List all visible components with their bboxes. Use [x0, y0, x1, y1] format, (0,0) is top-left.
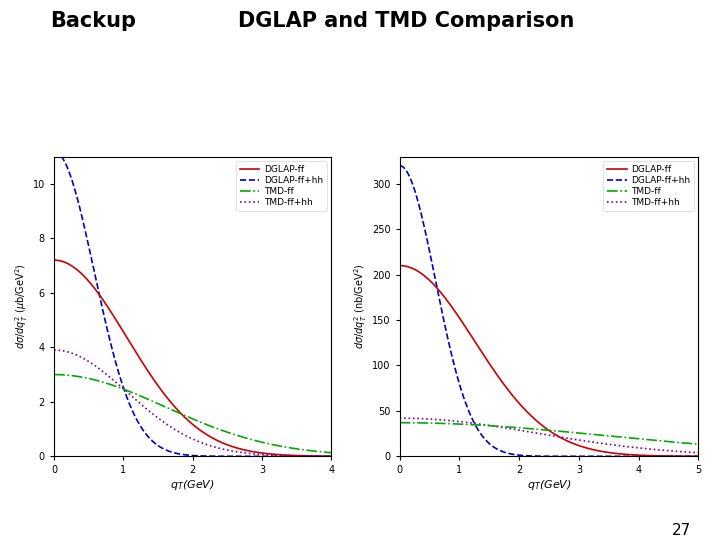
Text: Backup: Backup [50, 11, 136, 31]
Legend: DGLAP-ff, DGLAP-ff+hh, TMD-ff, TMD-ff+hh: DGLAP-ff, DGLAP-ff+hh, TMD-ff, TMD-ff+hh [236, 161, 327, 211]
Text: DGLAP and TMD Comparison: DGLAP and TMD Comparison [238, 11, 574, 31]
Y-axis label: $d\sigma/dq_T^2$ (nb/GeV$^2$): $d\sigma/dq_T^2$ (nb/GeV$^2$) [352, 264, 369, 349]
Y-axis label: $d\sigma/dq_T^2$ ($\mu$b/GeV$^2$): $d\sigma/dq_T^2$ ($\mu$b/GeV$^2$) [13, 264, 30, 349]
Text: 27: 27 [672, 523, 691, 538]
X-axis label: $q_T$(GeV): $q_T$(GeV) [170, 478, 215, 492]
X-axis label: $q_T$(GeV): $q_T$(GeV) [526, 478, 572, 492]
Legend: DGLAP-ff, DGLAP-ff+hh, TMD-ff, TMD-ff+hh: DGLAP-ff, DGLAP-ff+hh, TMD-ff, TMD-ff+hh [603, 161, 694, 211]
